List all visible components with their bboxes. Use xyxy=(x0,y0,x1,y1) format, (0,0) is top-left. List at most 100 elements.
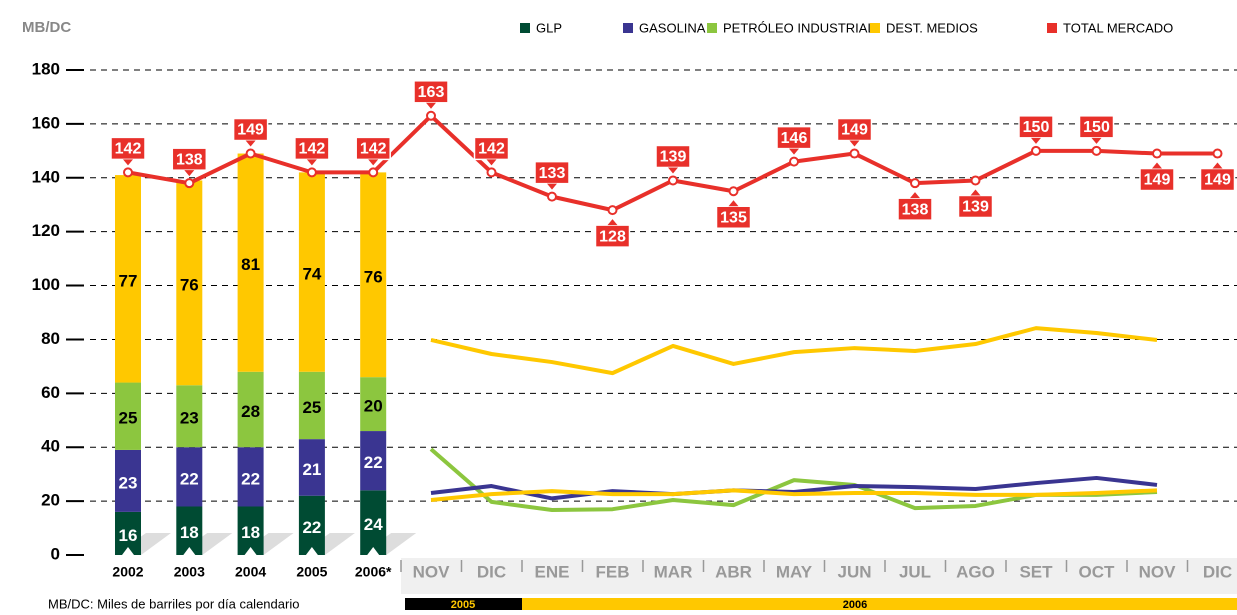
month-cell xyxy=(1127,558,1188,594)
value-box-pointer xyxy=(910,192,920,199)
total-point xyxy=(1031,145,1041,156)
x-tick-label: NOV xyxy=(1139,562,1177,581)
bar-notch xyxy=(367,547,380,555)
bar-value-label: 21 xyxy=(302,460,321,479)
total-value-label: 142 xyxy=(478,141,505,158)
bar-segment xyxy=(237,506,264,555)
bar-value-label: 16 xyxy=(119,526,138,545)
total-value-label: 139 xyxy=(660,149,687,166)
total-value-label: 146 xyxy=(781,130,808,147)
y-tick-label: 140 xyxy=(32,167,60,186)
total-point xyxy=(306,167,317,178)
series-line xyxy=(430,475,1158,501)
value-box-pointer xyxy=(1091,137,1102,144)
value-box-pointer xyxy=(547,183,557,190)
x-tick-label: 2004 xyxy=(235,564,266,580)
total-point xyxy=(547,191,557,202)
bar-value-label: 25 xyxy=(119,409,138,428)
bar-segment xyxy=(176,506,203,555)
total-point xyxy=(668,175,678,186)
bar-value-label: 76 xyxy=(180,275,199,294)
total-value-label: 138 xyxy=(902,201,929,218)
bar-value-label: 20 xyxy=(364,397,383,416)
bar-value-label: 24 xyxy=(364,515,383,534)
x-tick-label: ABR xyxy=(715,562,752,581)
total-point xyxy=(789,156,799,167)
bar-value-label: 81 xyxy=(241,255,260,274)
legend-swatch xyxy=(1047,23,1057,33)
x-tick-label: MAY xyxy=(776,562,813,581)
bar-segment xyxy=(115,382,141,450)
value-box-pointer xyxy=(789,148,799,155)
y-tick-label: 0 xyxy=(51,544,60,563)
month-cell xyxy=(401,558,462,594)
total-point xyxy=(368,167,379,178)
legend-label: GASOLINA xyxy=(639,20,706,35)
legend-swatch xyxy=(870,23,880,33)
total-value-label: 149 xyxy=(841,122,868,139)
series-line xyxy=(430,488,1158,503)
month-cell xyxy=(824,558,885,594)
bar-segment xyxy=(360,377,387,432)
month-cell xyxy=(461,558,522,594)
footnote: MB/DC: Miles de barriles por día calenda… xyxy=(48,596,299,611)
bar-value-label: 25 xyxy=(302,398,321,417)
month-cell xyxy=(1006,558,1067,594)
value-box-pointer xyxy=(849,140,860,147)
bar-segment xyxy=(298,172,325,372)
y-tick-label: 120 xyxy=(32,221,60,240)
x-tick-label: 2002 xyxy=(112,564,143,580)
bar-segment xyxy=(360,172,387,378)
period-bar xyxy=(405,598,522,610)
legend-swatch xyxy=(707,23,717,33)
legend-swatch xyxy=(623,23,633,33)
total-point xyxy=(1212,148,1223,159)
month-cell xyxy=(764,558,825,594)
total-value-label: 142 xyxy=(299,141,326,158)
month-cell xyxy=(703,558,764,594)
bar-value-label: 18 xyxy=(180,523,199,542)
bar-notch xyxy=(305,547,318,555)
total-value-label: 149 xyxy=(1144,172,1171,189)
total-point xyxy=(426,110,436,121)
bar-notch xyxy=(122,547,134,555)
y-tick-label: 20 xyxy=(41,491,60,510)
total-point xyxy=(910,178,920,189)
bar-segment xyxy=(298,495,325,555)
legend-label: TOTAL MERCADO xyxy=(1063,20,1173,35)
value-box-pointer xyxy=(668,167,678,174)
x-tick-label: OCT xyxy=(1079,562,1116,581)
y-tick-label: 100 xyxy=(32,275,60,294)
total-point xyxy=(1152,148,1162,159)
bar-segment xyxy=(360,490,387,555)
x-tick-label: 2005 xyxy=(296,564,327,580)
bar-value-label: 18 xyxy=(241,523,260,542)
total-value-label: 133 xyxy=(539,165,566,182)
value-box-pointer xyxy=(1031,137,1041,144)
y-tick-label: 180 xyxy=(32,59,60,78)
total-value-label: 163 xyxy=(418,84,445,101)
value-box-pointer xyxy=(426,102,436,109)
y-tick-label: 40 xyxy=(41,437,60,456)
x-tick-label: JUL xyxy=(899,562,931,581)
x-tick-label: NOV xyxy=(413,562,451,581)
bar-segment xyxy=(298,371,325,440)
total-value-label: 139 xyxy=(962,199,989,216)
bar-value-label: 23 xyxy=(180,409,199,428)
value-box-pointer xyxy=(184,170,195,177)
value-box-pointer xyxy=(607,219,618,226)
total-value-label: 150 xyxy=(1083,119,1110,136)
month-cell xyxy=(582,558,643,594)
total-point xyxy=(486,167,497,178)
legend-swatch xyxy=(520,23,530,33)
total-point xyxy=(1091,145,1102,156)
bar-segment xyxy=(237,153,264,372)
legend-label: GLP xyxy=(536,20,562,35)
bar-value-label: 22 xyxy=(302,518,321,537)
x-tick-label: 2006* xyxy=(355,564,392,580)
period-bar xyxy=(522,598,1237,610)
bar-notch xyxy=(244,547,257,555)
legend-label: PETRÓLEO INDUSTRIAL xyxy=(723,20,875,35)
total-value-label: 135 xyxy=(720,209,747,226)
